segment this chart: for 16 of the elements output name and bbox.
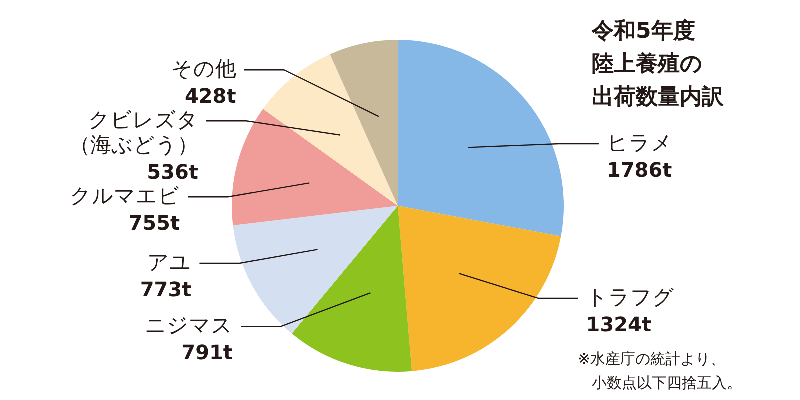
data-label: 428t xyxy=(184,84,237,108)
slice-label: ニジマス xyxy=(145,314,233,338)
data-label: 773t xyxy=(140,277,192,302)
slice-label: アユ xyxy=(148,250,192,274)
slice-label: ヒラメ xyxy=(606,131,673,155)
data-label: 1324t xyxy=(586,312,652,336)
data-label: 791t xyxy=(182,340,234,365)
data-label: 536t xyxy=(147,160,199,184)
slice-label: クルマエビ xyxy=(70,184,180,208)
text: 令和5年度陸上養殖の出荷数量内訳 xyxy=(591,18,725,110)
data-label: 755t xyxy=(128,211,180,236)
slice-label: トラフグ xyxy=(586,285,674,310)
slice-label: クビレズタ（海ぶどう） xyxy=(69,108,198,158)
text: ※水産庁の統計より、小数点以下四捨五入。 xyxy=(578,350,742,392)
slice-label: その他 xyxy=(171,57,236,82)
data-label: 1786t xyxy=(606,158,673,182)
